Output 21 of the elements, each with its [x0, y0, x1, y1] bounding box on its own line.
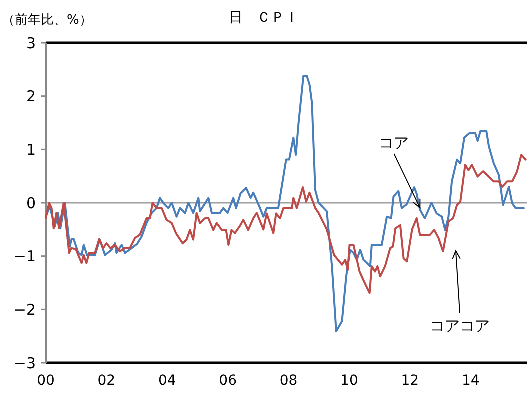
- y-tick-label: 1: [26, 140, 36, 159]
- x-tick-label: 06: [219, 373, 238, 389]
- chart-title: 日 ＣＰＩ: [229, 10, 299, 26]
- x-tick-label: 10: [340, 373, 358, 389]
- x-tick-label: 08: [280, 373, 298, 389]
- text: コア: [379, 134, 410, 152]
- text: コアコア: [430, 317, 490, 335]
- x-tick-label: 12: [401, 373, 420, 389]
- y-tick-label: −3: [14, 354, 36, 372]
- y-tick-label: −1: [14, 248, 36, 266]
- y-tick-label: 2: [26, 88, 36, 106]
- y-tick-label: −2: [14, 300, 36, 319]
- line-series: [45, 154, 527, 294]
- x-tick-label: 02: [98, 373, 116, 389]
- y-tick-label: 0: [26, 194, 36, 212]
- line-series: [45, 75, 525, 333]
- y-axis-title: （前年比、%）: [2, 13, 92, 28]
- x-tick-label: 00: [37, 373, 55, 389]
- x-tick-label: 14: [462, 373, 480, 389]
- y-tick-label: 3: [26, 34, 36, 52]
- x-tick-label: 04: [158, 373, 176, 389]
